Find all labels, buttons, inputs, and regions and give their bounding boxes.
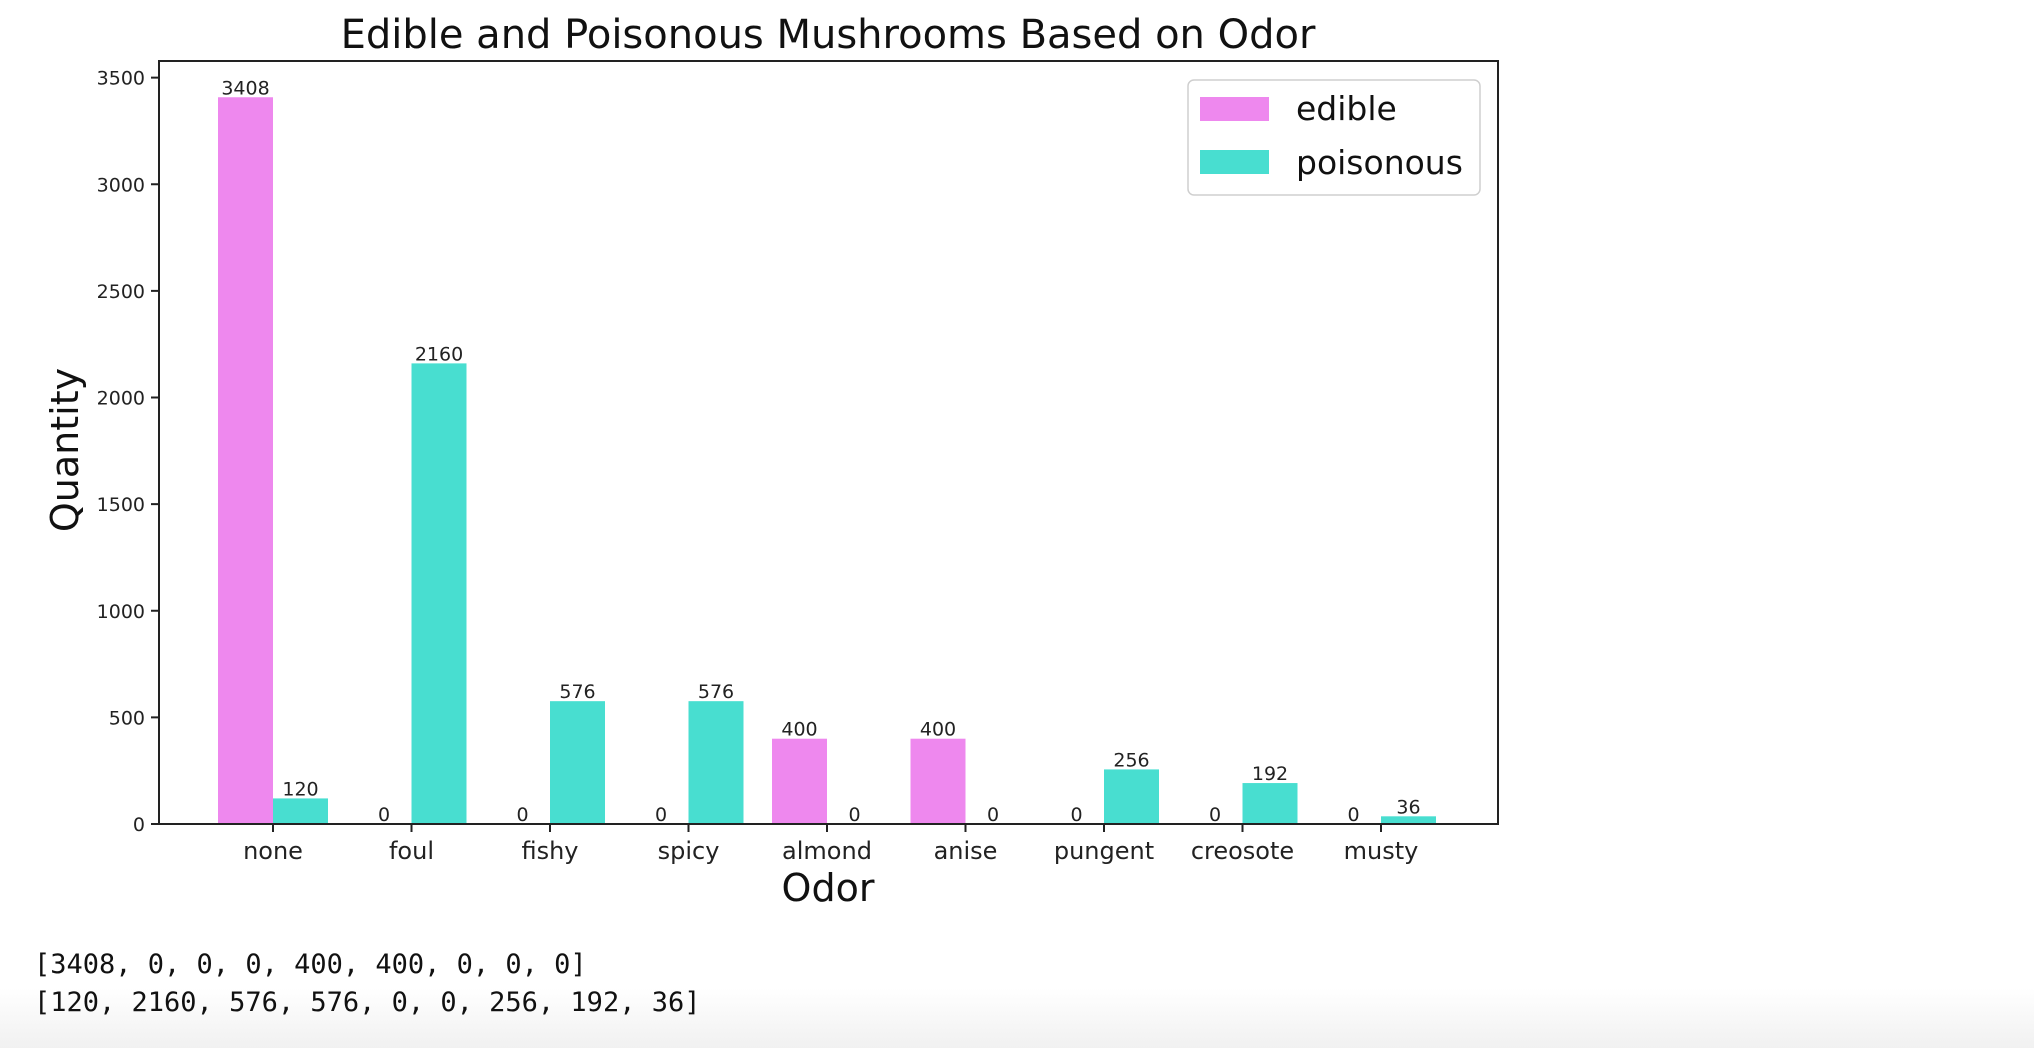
data-label-poisonous: 576: [698, 681, 734, 703]
bar-edible: [910, 738, 966, 824]
data-label-poisonous: 192: [1252, 763, 1288, 785]
data-label-poisonous: 0: [848, 804, 860, 826]
bar-poisonous: [1104, 769, 1159, 824]
data-label-poisonous: 120: [282, 778, 318, 800]
bar-poisonous: [273, 798, 328, 824]
y-tick-label: 500: [109, 707, 145, 729]
data-label-edible: 0: [1070, 804, 1082, 826]
x-axis-label: Odor: [782, 866, 875, 910]
data-label-edible: 0: [1347, 804, 1359, 826]
bar-edible: [772, 738, 827, 824]
data-label-poisonous: 0: [987, 804, 999, 826]
data-label-edible: 0: [516, 804, 528, 826]
x-tick-label: pungent: [1054, 837, 1154, 865]
y-tick-label: 2000: [97, 388, 145, 410]
x-tick-label: musty: [1344, 837, 1419, 865]
y-axis-label: Quantity: [43, 368, 87, 532]
data-label-poisonous: 576: [559, 681, 595, 703]
data-label-edible: 400: [781, 719, 817, 741]
y-tick-label: 3000: [97, 174, 145, 196]
y-tick-label: 2500: [97, 281, 145, 303]
data-label-poisonous: 256: [1113, 749, 1149, 771]
cell-output: [3408, 0, 0, 0, 400, 400, 0, 0, 0] [120, …: [34, 946, 700, 1022]
output-area-background: [0, 988, 2034, 1048]
plot-frame: [158, 60, 1499, 825]
data-label-edible: 400: [920, 719, 956, 741]
y-tick-label: 3500: [97, 68, 145, 90]
data-label-poisonous: 2160: [415, 343, 463, 365]
x-tick-label: creosote: [1191, 837, 1294, 865]
legend: edible poisonous: [1187, 79, 1481, 196]
bar-edible: [218, 97, 273, 825]
bar-poisonous: [550, 701, 605, 824]
bar-poisonous: [688, 701, 744, 824]
y-tick-label: 0: [133, 814, 145, 836]
data-label-edible: 0: [378, 804, 390, 826]
x-tick-label: foul: [389, 837, 434, 865]
bar-poisonous: [1242, 783, 1298, 824]
x-tick-label: spicy: [658, 837, 720, 865]
output-line-edible: [3408, 0, 0, 0, 400, 400, 0, 0, 0]: [34, 949, 587, 980]
legend-swatch-poisonous: [1200, 150, 1269, 174]
y-tick-label: 1500: [97, 494, 145, 516]
legend-label-poisonous: poisonous: [1296, 143, 1463, 182]
legend-label-edible: edible: [1296, 89, 1397, 128]
x-tick-label: fishy: [521, 837, 578, 865]
plot-area: 0 500 1000 1500 2000 2500 3000 3500 none foul fish…: [97, 68, 1436, 865]
chart-title: Edible and Poisonous Mushrooms Based on …: [341, 12, 1316, 58]
x-tick-label: anise: [934, 837, 998, 865]
data-label-edible: 3408: [221, 77, 269, 99]
data-label-edible: 0: [655, 804, 667, 826]
bar-chart: Edible and Poisonous Mushrooms Based on …: [43, 12, 1499, 910]
x-tick-label: almond: [782, 837, 872, 865]
bar-poisonous: [1381, 816, 1436, 824]
x-tick-label: none: [243, 837, 303, 865]
bar-poisonous: [411, 363, 467, 824]
legend-swatch-edible: [1200, 97, 1269, 121]
data-label-poisonous: 36: [1396, 796, 1420, 818]
y-tick-label: 1000: [97, 601, 145, 623]
output-line-poisonous: [120, 2160, 576, 576, 0, 0, 256, 192, 36…: [34, 987, 701, 1018]
data-label-edible: 0: [1209, 804, 1221, 826]
